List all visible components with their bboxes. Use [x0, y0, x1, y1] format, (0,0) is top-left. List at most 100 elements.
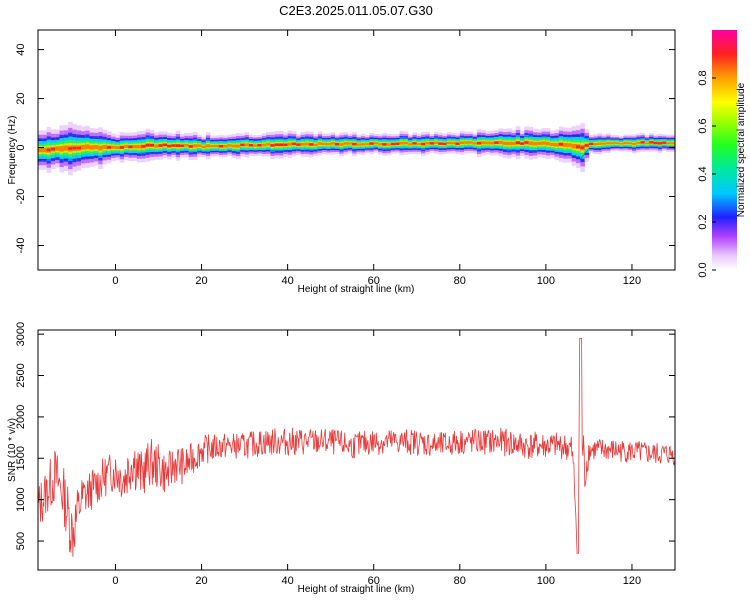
snr-x-label: Height of straight line (km): [298, 584, 415, 595]
spectrogram-peak: [657, 142, 663, 145]
spectrogram-cell: [339, 143, 344, 146]
spectrogram-cell: [136, 144, 142, 149]
y-tick-label: 1000: [15, 487, 27, 511]
spectrogram-cell: [571, 143, 577, 149]
x-tick-label: 60: [368, 275, 380, 287]
y-tick-label: -20: [15, 189, 27, 205]
colorbar: 0.0 0.2 0.4 0.6 0.8 Normalized spectral ampl…: [697, 30, 747, 278]
spectrogram-peak: [158, 144, 164, 147]
spectrogram-peak: [291, 142, 297, 146]
spectrogram-cell: [464, 141, 469, 144]
spectrogram-cell: [330, 142, 336, 145]
spectrogram-cell: [627, 142, 633, 145]
spectrogram-cell: [266, 142, 271, 146]
spectrogram-peak: [653, 141, 659, 145]
spectrogram-cell: [214, 144, 220, 148]
spectrogram-ridge-edge: [38, 135, 675, 141]
spectrogram-peak: [167, 144, 172, 148]
spectrogram-peak: [72, 146, 78, 150]
spectrogram-cell: [85, 144, 90, 150]
spectrogram-peak: [580, 146, 585, 149]
y-tick-label: 2500: [15, 363, 27, 387]
snr-panel: 0 20 40 60 80 100 120 50010001500200025003000 …: [7, 322, 676, 595]
spectrogram-peak: [296, 143, 301, 146]
spectrogram-cell: [227, 144, 232, 147]
spectrogram-peak: [442, 142, 448, 146]
x-tick-label: 80: [454, 275, 466, 287]
y-tick-label: 0: [15, 144, 27, 150]
spectrogram-peak: [46, 148, 52, 152]
spectrogram-cell: [201, 145, 207, 149]
spectrogram-ridge-edge: [38, 146, 675, 160]
spectrogram-cell: [481, 141, 486, 145]
spectrogram-cell: [563, 143, 568, 148]
spectrogram-cell: [223, 145, 228, 148]
snr-y-ticks: 500 1000 1500 2000 2500 3000: [15, 322, 675, 550]
spectrogram-cell: [115, 146, 121, 150]
x-tick-label: 40: [282, 575, 294, 587]
spectrogram-ridge: [38, 121, 675, 176]
spectrogram-cell: [63, 145, 69, 151]
spectrogram-cell: [498, 140, 504, 145]
spectrogram-peak: [279, 143, 284, 146]
spectrogram-cell: [347, 142, 353, 145]
spectrogram-cell: [597, 142, 603, 145]
spectrogram-cell: [610, 142, 616, 145]
y-tick-label: 3000: [15, 322, 27, 346]
spectrogram-cell: [623, 142, 628, 144]
spectrogram-cell: [89, 145, 95, 150]
spectrogram-peak: [50, 147, 56, 151]
spectrogram-cell: [545, 141, 551, 146]
spectrogram-cell: [554, 143, 560, 147]
colorbar-label: Normalized spectral amplitude: [736, 82, 747, 217]
y-tick-label: 2000: [15, 405, 27, 429]
spectrogram-cell: [489, 141, 495, 145]
spectrogram-peak: [558, 143, 564, 146]
spectrogram-peak: [477, 141, 482, 145]
spectrogram-cell: [485, 141, 491, 145]
spectrogram-cell: [93, 145, 99, 150]
spectrogram-cell: [326, 142, 331, 146]
spectrogram-cell: [403, 141, 409, 145]
spectrogram-cell: [124, 144, 129, 148]
spectrogram-peak: [145, 143, 151, 147]
spectrogram-peak: [494, 141, 499, 144]
spectrogram-cell: [550, 142, 555, 146]
colorbar-tick-label: 0.0: [697, 262, 709, 277]
spectrogram-cell: [102, 145, 108, 149]
spectrogram-cell: [235, 144, 241, 148]
x-tick-label: 120: [623, 275, 641, 287]
spectrogram-cell: [197, 144, 202, 147]
spectrogram-peak: [175, 144, 181, 147]
spectrogram-cell: [459, 141, 465, 145]
chart-title: C2E3.2025.011.05.07.G30: [279, 3, 433, 18]
spectrogram-cell: [386, 143, 392, 146]
spectrogram-cell: [360, 143, 366, 146]
spectrogram-peak: [309, 143, 314, 146]
spectrogram-peak: [180, 144, 185, 147]
spectrogram-peak: [395, 142, 400, 145]
spectrogram-cell: [111, 145, 116, 149]
snr-y-label: SNR (10 * v/v): [7, 418, 18, 482]
spectrogram-peak: [68, 147, 73, 150]
spectrogram-cell: [244, 143, 250, 147]
spectrogram-cell: [468, 141, 474, 144]
spectrogram-cell: [601, 142, 607, 145]
spectrogram-peak: [171, 144, 177, 147]
spectrogram-y-label: Frequency (Hz): [7, 116, 18, 185]
spectrogram-x-label: Height of straight line (km): [298, 284, 415, 295]
spectrogram-peak: [438, 142, 443, 145]
snr-series-line: [38, 337, 675, 557]
spectrogram-cell: [528, 141, 534, 146]
spectrogram-cell: [231, 144, 237, 148]
spectrogram-cell: [373, 142, 379, 145]
spectrogram-cell: [356, 143, 362, 146]
spectrogram-peak: [240, 143, 245, 147]
spectrogram-cell: [502, 141, 508, 146]
spectrogram-peak: [369, 142, 375, 145]
y-tick-label: 1500: [15, 446, 27, 470]
spectrogram-cell: [81, 144, 86, 150]
spectrogram-peak: [162, 143, 168, 147]
spectrogram-peak: [640, 141, 646, 144]
spectrogram-cell: [644, 142, 650, 145]
